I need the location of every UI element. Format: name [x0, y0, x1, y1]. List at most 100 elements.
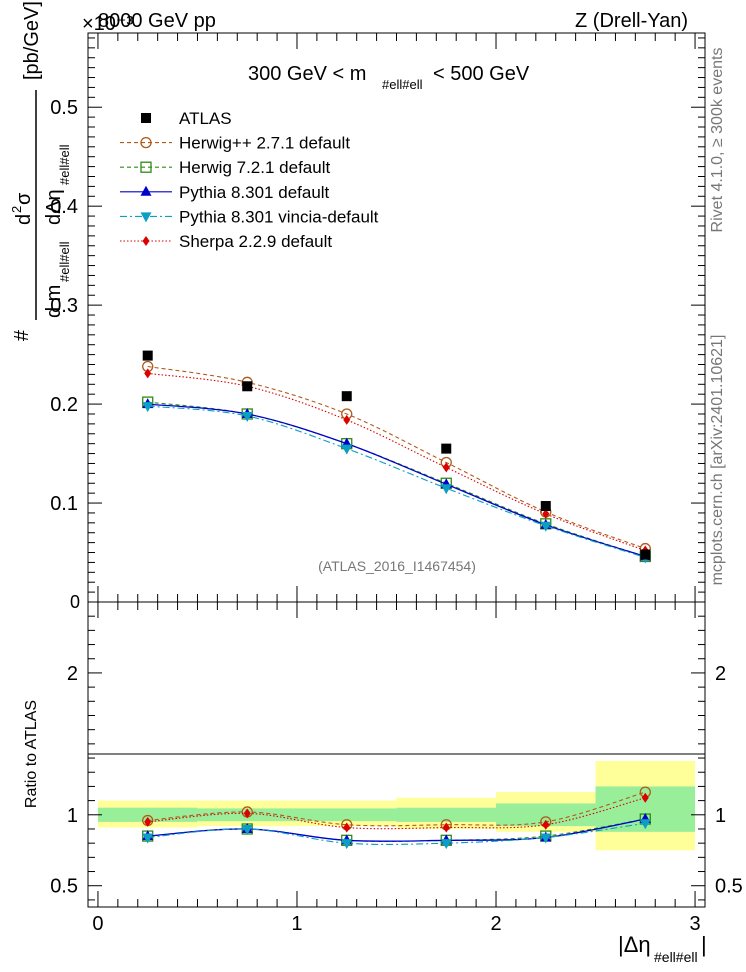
series-point	[144, 368, 152, 379]
ratio-inner-band	[97, 807, 198, 822]
atlas-data	[142, 350, 651, 560]
analysis-watermark: (ATLAS_2016_I1467454)	[318, 558, 476, 574]
ratio-tick-label-right: 1	[715, 805, 726, 827]
mass-cut-title: 300 GeV < m #ell#ell < 500 GeV	[248, 63, 530, 92]
y-tick-label: 0.4	[50, 196, 78, 218]
main-y-label: # d 2 σ d m #ell#ell dΔη #ell#ell [pb/Ge…	[9, 1, 72, 341]
legend-marker	[140, 161, 152, 173]
y-tick-label: 0.3	[50, 295, 78, 317]
mcplots-label: mcplots.cern.ch [arXiv:2401.10621]	[709, 335, 726, 586]
series-line	[147, 405, 646, 558]
legend-label: Herwig 7.2.1 default	[179, 158, 330, 177]
y-tick-label: 0.1	[50, 493, 78, 515]
ylabel-sup: 2	[9, 206, 24, 213]
legend-marker	[140, 136, 152, 149]
x-tick-label: 3	[689, 913, 700, 935]
series-point	[442, 462, 450, 473]
series-point	[440, 484, 452, 495]
ratio-inner-band	[396, 807, 497, 822]
atlas-data-point	[441, 443, 452, 454]
atlas-data-point	[142, 350, 153, 361]
legend-label: Sherpa 2.2.9 default	[179, 232, 332, 251]
header-energy: 8000 GeV pp	[98, 10, 216, 32]
atlas-data-point	[640, 549, 651, 560]
series-point	[343, 414, 351, 425]
x-axis-ticks: 0 1 2 3	[92, 33, 701, 935]
ylabel-d: d	[13, 214, 35, 225]
ratio-point	[243, 808, 251, 819]
ratio-tick-label: 2	[67, 663, 78, 685]
ratio-point	[442, 822, 450, 833]
ratio-inner-band	[296, 808, 397, 822]
series-line	[147, 372, 646, 552]
ratio-tick-label: 1	[67, 805, 78, 827]
series-point	[540, 521, 552, 532]
ratio-inner-band	[496, 803, 596, 827]
ratio-point	[440, 839, 452, 850]
main-series	[142, 360, 651, 564]
series-point	[341, 444, 353, 455]
atlas-data-point	[540, 501, 551, 512]
ratio-panel: 0.5 0.5 1 1 2 2	[50, 601, 743, 908]
legend-marker	[142, 236, 150, 246]
ratio-line	[147, 822, 646, 846]
ratio-point	[641, 792, 649, 803]
atlas-data-point	[341, 391, 352, 402]
x-axis-label: |Δη #ell#ell |	[618, 932, 707, 965]
ratio-y-ticks: 0.5 0.5 1 1 2 2	[50, 601, 743, 901]
legend-atlas-label: ATLAS	[179, 109, 232, 128]
legend: ATLAS Herwig++ 2.7.1 default Herwig 7.2.1 …	[120, 109, 379, 251]
main-y-ticks: 0.1 0.2 0.3 0.4 0.5	[50, 37, 705, 603]
ratio-tick-label-right: 2	[715, 663, 726, 685]
ylabel-units: [pb/GeV]	[21, 1, 43, 80]
ratio-series	[142, 786, 651, 850]
series-point	[142, 402, 154, 413]
legend-label: Pythia 8.301 default	[179, 183, 330, 202]
ratio-point	[341, 839, 353, 850]
ratio-line	[147, 797, 646, 830]
ratio-tick-label-right: 0.5	[715, 876, 743, 898]
mass-cut-subscript: #ell#ell	[382, 77, 423, 92]
series-point	[241, 411, 253, 422]
xlabel-sub: #ell#ell	[654, 949, 698, 965]
legend-marker	[140, 185, 152, 196]
ratio-point	[144, 816, 152, 827]
main-panel: 0.1 0.2 0.3 0.4 0.5 300 GeV < m #ell#ell < 5…	[50, 32, 706, 612]
ylabel-denom-sub2: #ell#ell	[57, 144, 72, 185]
y-tick-label: 0.2	[50, 394, 78, 416]
series-line	[147, 401, 646, 558]
legend-label: Herwig++ 2.7.1 default	[179, 134, 350, 153]
y-tick-label: 0.5	[50, 97, 78, 119]
ylabel-denom-deta: dΔη	[43, 189, 65, 225]
x-tick-label: 1	[291, 913, 302, 935]
xlabel-main: |Δη	[618, 932, 651, 957]
ratio-line	[147, 791, 646, 827]
ratio-point	[142, 833, 154, 844]
xlabel-end: |	[701, 932, 707, 957]
ylabel-hash: #	[11, 329, 33, 341]
ratio-tick-label: 0.5	[50, 876, 78, 898]
mass-cut-prefix: 300 GeV < m	[248, 63, 366, 85]
ylabel-denom-m: d m	[43, 285, 65, 318]
atlas-data-point	[242, 381, 253, 392]
ratio-y-label: Ratio to ATLAS	[23, 700, 40, 808]
mass-cut-suffix: < 500 GeV	[433, 63, 530, 85]
ratio-point	[343, 822, 351, 833]
ratio-point	[241, 824, 253, 835]
ratio-bands	[97, 760, 696, 851]
legend-marker	[140, 212, 152, 223]
x-tick-label: 2	[490, 913, 501, 935]
ylabel-denom-sub1: #ell#ell	[57, 241, 72, 282]
ratio-point	[639, 819, 651, 830]
header-process: Z (Drell-Yan)	[575, 10, 688, 32]
ratio-point	[540, 833, 552, 844]
ratio-point	[542, 819, 550, 830]
x-tick-label: 0	[92, 913, 103, 935]
ylabel-sigma: σ	[13, 192, 35, 205]
legend-atlas-marker	[141, 113, 151, 123]
series-point	[542, 508, 550, 519]
header-exponent: ×10⁻³	[82, 13, 133, 35]
main-y-zero: 0	[70, 592, 80, 612]
rivet-label: Rivet 4.1.0, ≥ 300k events	[709, 48, 726, 233]
